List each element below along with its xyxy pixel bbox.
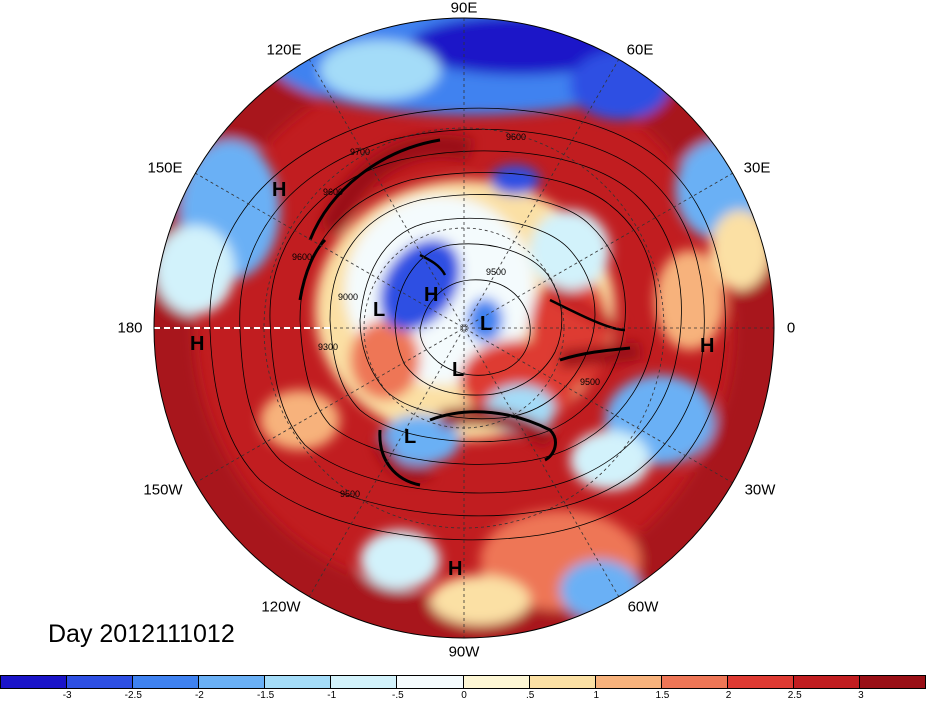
colorbar-swatch xyxy=(661,676,728,688)
lon-label-120w: 120W xyxy=(261,598,301,616)
colorbar-swatch xyxy=(860,676,926,688)
colorbar-tick-label: -2.5 xyxy=(124,690,142,701)
lon-label-90e: 90E xyxy=(450,0,478,17)
colorbar-tick-label: 1.5 xyxy=(655,690,670,701)
contour-label: 9300 xyxy=(318,342,338,352)
lon-label-90w: 90W xyxy=(448,643,480,661)
low-center: L xyxy=(373,299,385,321)
colorbar-tick-label: -.5 xyxy=(392,690,404,701)
low-center: L xyxy=(452,359,464,381)
colorbar-swatch xyxy=(727,676,794,688)
lon-label-180: 180 xyxy=(117,319,143,337)
colorbar-labels: -3 -2.5 -2 -1.5 -1 -.5 0 .5 1 1.5 2 2.5 3 xyxy=(0,690,928,702)
lon-label-150e: 150E xyxy=(147,159,183,177)
contour-label: 9000 xyxy=(338,292,358,302)
high-center: H xyxy=(700,335,714,357)
lon-label-30e: 30E xyxy=(743,159,771,177)
colorbar-swatch xyxy=(529,676,596,688)
colorbar-tick-label: -1.5 xyxy=(256,690,275,701)
contour-label: 9700 xyxy=(350,147,370,157)
colorbar-tick-label: .5 xyxy=(525,690,535,701)
map-border xyxy=(153,17,775,639)
lon-label-120e: 120E xyxy=(266,41,302,59)
colorbar-swatch xyxy=(265,676,332,688)
date-title: Day 2012111012 xyxy=(48,620,235,648)
colorbar-tick-label: -2 xyxy=(194,690,204,701)
lon-label-60w: 60W xyxy=(627,598,659,616)
height-contours xyxy=(209,107,726,541)
colorbar-tick-label: 3 xyxy=(858,690,864,701)
contour-label: 9600 xyxy=(292,252,312,262)
graticule xyxy=(154,18,774,638)
high-center: H xyxy=(448,558,462,580)
colorbar-tick-label: -1 xyxy=(327,690,337,701)
colorbar-swatch xyxy=(331,676,398,688)
lon-label-60e: 60E xyxy=(626,41,654,59)
colorbar-swatch xyxy=(595,676,662,688)
colorbar-tick-label: 2.5 xyxy=(787,690,802,701)
contour-label: 9600 xyxy=(506,132,526,142)
contour-label: 9500 xyxy=(580,377,600,387)
pressure-centers: H H H H H L L L L xyxy=(190,179,714,580)
lon-label-30w: 30W xyxy=(744,481,776,499)
colorbar-swatch xyxy=(397,676,464,688)
colorbar-swatch xyxy=(67,676,134,688)
low-center: L xyxy=(404,426,416,448)
colorbar-tick-label: 2 xyxy=(725,690,732,701)
low-center: L xyxy=(480,313,492,335)
contour-label: 9500 xyxy=(340,489,360,499)
colorbar-swatch xyxy=(793,676,861,688)
colorbar-swatch xyxy=(1,676,68,688)
high-center: H xyxy=(272,179,286,201)
colorbar-tick-label: 1 xyxy=(593,690,600,701)
high-center: H xyxy=(424,284,438,306)
colorbar-swatch xyxy=(133,676,200,688)
contour-label: 9600 xyxy=(323,187,343,197)
lon-label-150w: 150W xyxy=(143,481,183,499)
contour-labels: 9600 9500 9000 9700 9300 9600 9500 9600 … xyxy=(292,132,600,499)
colorbar-tick-label: 0 xyxy=(461,690,467,701)
high-center: H xyxy=(190,333,204,355)
contour-label: 9500 xyxy=(486,267,506,277)
colorbar-swatch xyxy=(199,676,266,688)
lon-label-0: 0 xyxy=(786,319,796,337)
colorbar-swatch xyxy=(463,676,530,688)
colorbar xyxy=(0,675,926,689)
colorbar-tick-label: -3 xyxy=(62,690,72,701)
